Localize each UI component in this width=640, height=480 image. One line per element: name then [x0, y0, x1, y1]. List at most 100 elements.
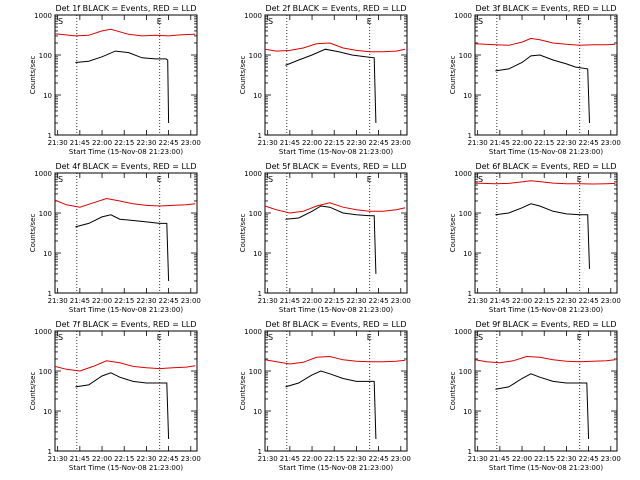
lld-series-line: [264, 355, 406, 365]
x-tick-label: 21:30: [258, 455, 278, 463]
y-tick-label: 1: [48, 448, 52, 456]
y-tick-label: 10: [43, 408, 52, 416]
panel-title: Det 9f BLACK = Events, RED = LLD: [475, 320, 616, 329]
axes-frame: [54, 330, 198, 452]
x-axis-label: Start Time (15-Nov-08 21:23:00): [489, 148, 603, 156]
detector-panel-9: Det 9f BLACK = Events, RED = LLD 1 10 100 10…: [449, 320, 621, 472]
x-tick-label: 21:45: [280, 455, 300, 463]
x-tick-label: 21:30: [48, 297, 68, 305]
x-tick-label: 22:30: [346, 455, 366, 463]
y-tick-label: 100: [39, 368, 52, 376]
x-tick-label: 22:00: [92, 139, 112, 147]
y-tick-label: 1000: [244, 12, 262, 20]
x-tick-label: 21:45: [70, 139, 90, 147]
x-tick-label: 21:45: [490, 139, 510, 147]
y-tick-label: 100: [249, 210, 262, 218]
x-tick-label: 22:45: [579, 297, 599, 305]
events-series-line: [75, 372, 170, 440]
events-series-line: [285, 205, 377, 274]
y-tick-label: 100: [459, 368, 472, 376]
y-axis-label: Counts/sec: [449, 214, 457, 253]
y-tick-label: 10: [463, 92, 472, 100]
events-series-line: [75, 50, 170, 124]
detector-panel-8: Det 8f BLACK = Events, RED = LLD 1 10 100 10…: [239, 320, 411, 472]
y-tick-label: 1: [258, 448, 262, 456]
lld-series-line: [474, 180, 616, 185]
x-tick-label: 21:45: [490, 297, 510, 305]
x-tick-label: 21:45: [280, 297, 300, 305]
axes-frame: [474, 330, 618, 452]
x-tick-label: 22:30: [556, 297, 576, 305]
end-marker-label: E: [367, 17, 372, 26]
panel-title: Det 1f BLACK = Events, RED = LLD: [55, 4, 196, 13]
y-tick-label: 100: [249, 52, 262, 60]
y-tick-label: 100: [39, 210, 52, 218]
x-tick-label: 22:15: [534, 297, 554, 305]
y-tick-label: 1: [468, 448, 472, 456]
detector-panel-6: Det 6f BLACK = Events, RED = LLD 1 10 100 10…: [449, 162, 621, 314]
y-tick-label: 1: [468, 290, 472, 298]
lld-series-line: [264, 202, 406, 214]
axes-frame: [474, 172, 618, 294]
start-marker-label: S: [478, 175, 483, 184]
panel-title: Det 8f BLACK = Events, RED = LLD: [265, 320, 406, 329]
x-tick-label: 22:00: [92, 297, 112, 305]
x-tick-label: 23:00: [601, 297, 621, 305]
x-axis-label: Start Time (15-Nov-08 21:23:00): [279, 148, 393, 156]
start-marker-label: S: [58, 17, 63, 26]
x-tick-label: 21:30: [258, 139, 278, 147]
events-series-line: [495, 54, 590, 124]
x-tick-label: 22:45: [369, 297, 389, 305]
start-marker-label: S: [478, 17, 483, 26]
y-tick-label: 100: [459, 52, 472, 60]
x-tick-label: 23:00: [391, 455, 411, 463]
lld-series-line: [474, 355, 616, 364]
axes-frame: [264, 172, 408, 294]
detector-panel-3: Det 3f BLACK = Events, RED = LLD 1 10 100 10…: [449, 4, 621, 156]
axes-frame: [264, 330, 408, 452]
x-tick-label: 21:45: [490, 455, 510, 463]
y-axis-label: Counts/sec: [239, 56, 247, 95]
start-marker-label: S: [268, 333, 273, 342]
x-tick-label: 21:45: [70, 455, 90, 463]
x-tick-label: 22:30: [556, 139, 576, 147]
x-tick-label: 22:45: [369, 139, 389, 147]
x-tick-label: 22:00: [92, 455, 112, 463]
y-tick-label: 1000: [244, 170, 262, 178]
x-tick-label: 22:30: [136, 297, 156, 305]
y-axis-label: Counts/sec: [29, 372, 37, 411]
x-tick-label: 22:30: [346, 297, 366, 305]
y-tick-label: 10: [43, 250, 52, 258]
x-tick-label: 22:00: [302, 297, 322, 305]
y-tick-label: 1: [468, 132, 472, 140]
axes-frame: [474, 14, 618, 136]
x-tick-label: 23:00: [391, 297, 411, 305]
x-axis-label: Start Time (15-Nov-08 21:23:00): [489, 306, 603, 314]
x-tick-label: 21:45: [280, 139, 300, 147]
y-axis-label: Counts/sec: [29, 214, 37, 253]
x-tick-label: 22:30: [346, 139, 366, 147]
end-marker-label: E: [577, 175, 582, 184]
x-axis-label: Start Time (15-Nov-08 21:23:00): [69, 148, 183, 156]
x-axis-label: Start Time (15-Nov-08 21:23:00): [279, 464, 393, 472]
x-tick-label: 22:30: [136, 455, 156, 463]
panel-title: Det 6f BLACK = Events, RED = LLD: [475, 162, 616, 171]
x-tick-label: 22:00: [512, 139, 532, 147]
lld-series-line: [474, 37, 616, 46]
y-tick-label: 1: [258, 132, 262, 140]
x-tick-label: 23:00: [181, 455, 201, 463]
start-marker-label: S: [58, 333, 63, 342]
x-tick-label: 21:30: [258, 297, 278, 305]
x-tick-label: 22:15: [114, 139, 134, 147]
end-marker-label: E: [577, 333, 582, 342]
x-axis-label: Start Time (15-Nov-08 21:23:00): [279, 306, 393, 314]
y-tick-label: 1: [258, 290, 262, 298]
x-axis-label: Start Time (15-Nov-08 21:23:00): [69, 306, 183, 314]
y-tick-label: 100: [39, 52, 52, 60]
y-tick-label: 1: [48, 290, 52, 298]
start-marker-label: S: [268, 17, 273, 26]
x-tick-label: 22:00: [512, 297, 532, 305]
lld-series-line: [54, 360, 196, 372]
end-marker-label: E: [157, 175, 162, 184]
y-tick-label: 1000: [34, 170, 52, 178]
